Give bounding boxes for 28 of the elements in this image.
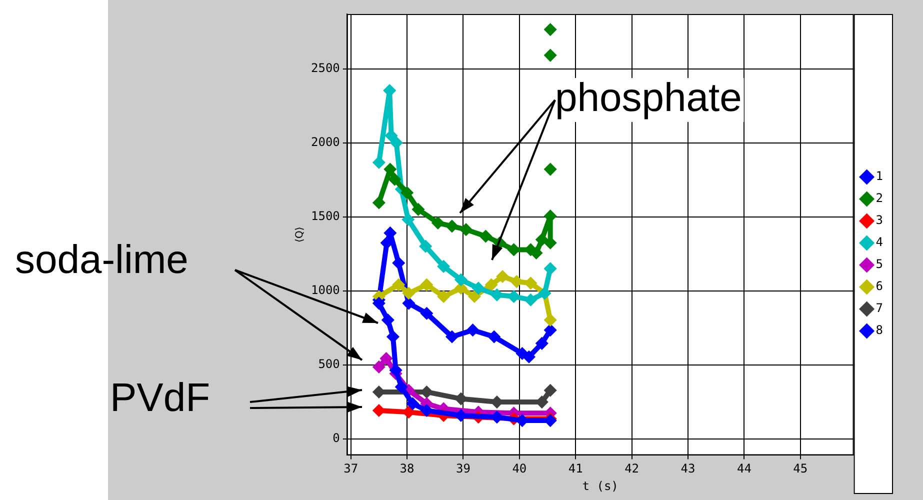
- x-axis-title: t (s): [582, 478, 618, 493]
- x-tick-label: 38: [400, 462, 414, 476]
- legend-label: 4: [876, 235, 884, 250]
- text: soda-lime: [15, 238, 188, 282]
- annotation: phosphate: [555, 76, 742, 120]
- x-tick-label: 43: [680, 462, 696, 476]
- legend-label: 2: [876, 191, 884, 206]
- x-tick-label: 42: [624, 462, 640, 476]
- x-tick-label: 37: [344, 462, 358, 476]
- y-tick-label: 1500: [310, 208, 340, 223]
- x-tick-label: 44: [736, 462, 752, 476]
- legend-label: 7: [876, 301, 884, 316]
- text: PVdF: [110, 376, 210, 420]
- y-tick-label: 0: [332, 431, 340, 446]
- x-tick-label: 45: [793, 462, 808, 476]
- x-tick-label: 40: [512, 462, 527, 476]
- y-tick-label: 2500: [310, 60, 340, 75]
- x-tick-label: 41: [568, 462, 583, 476]
- y-axis-title: ⟨Q⟩: [294, 226, 306, 242]
- x-tick-label: 39: [456, 462, 470, 476]
- legend-label: 1: [876, 169, 884, 184]
- legend-label: 5: [876, 257, 884, 272]
- legend-label: 8: [876, 323, 884, 338]
- y-tick-label: 1000: [310, 282, 340, 297]
- legend-label: 6: [876, 279, 884, 294]
- legend-label: 3: [876, 213, 884, 228]
- y-tick-label: 2000: [310, 134, 340, 149]
- y-tick-label: 500: [318, 357, 340, 372]
